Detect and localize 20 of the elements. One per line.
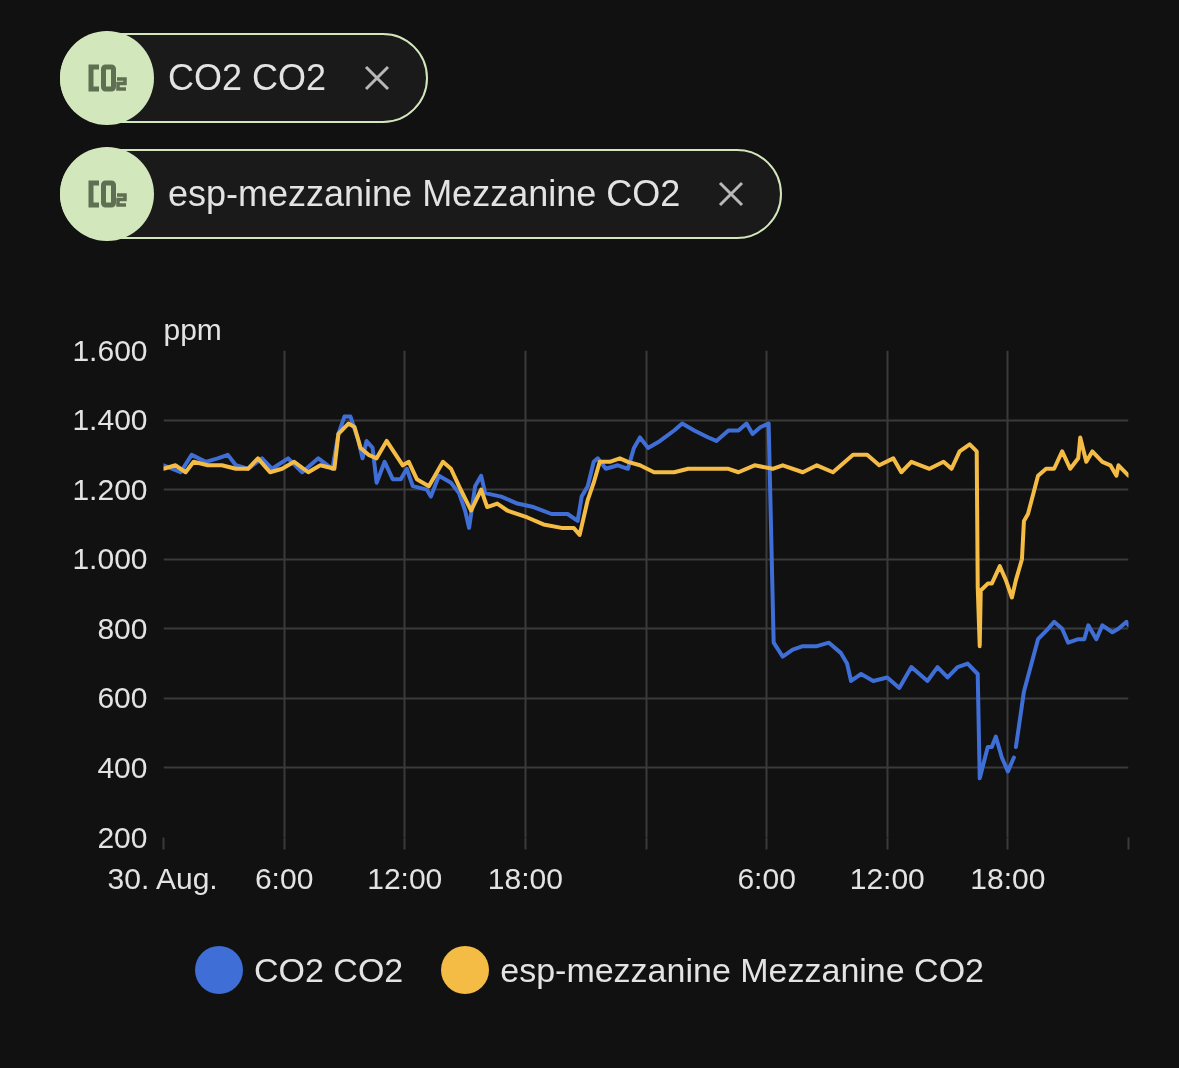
y-tick-label: 1.400	[72, 403, 148, 437]
x-tick-label: 30. Aug.	[107, 861, 218, 895]
x-tick-label: 6:00	[254, 861, 314, 895]
y-tick-label: 200	[97, 820, 148, 854]
x-tick-label: 18:00	[487, 861, 563, 895]
y-tick-label: 1.000	[72, 542, 148, 576]
x-tick-label: 12:00	[849, 861, 925, 895]
text: CO2 CO2	[168, 57, 327, 99]
y-tick-label: 800	[97, 611, 148, 645]
legend-label: CO2 CO2	[253, 950, 404, 991]
y-tick-label: 1.600	[72, 333, 148, 367]
x-tick-label: 12:00	[367, 861, 443, 895]
y-tick-label: 400	[97, 750, 148, 784]
text: esp-mezzanine Mezzanine CO2	[168, 173, 681, 215]
x-tick-label: 18:00	[970, 861, 1046, 895]
legend-label: esp-mezzanine Mezzanine CO2	[500, 950, 985, 991]
y-tick-label: 600	[97, 681, 148, 715]
y-axis-title: ppm	[163, 312, 222, 346]
x-tick-label: 6:00	[737, 861, 796, 895]
y-tick-label: 1.200	[72, 472, 148, 506]
